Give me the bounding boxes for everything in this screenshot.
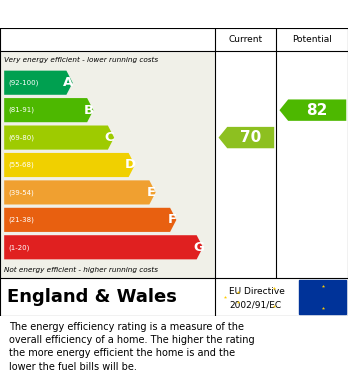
Polygon shape bbox=[4, 126, 114, 150]
Bar bbox=[299, 280, 346, 314]
Polygon shape bbox=[4, 153, 135, 177]
Text: 70: 70 bbox=[240, 130, 261, 145]
Text: (92-100): (92-100) bbox=[9, 79, 39, 86]
Polygon shape bbox=[4, 180, 156, 204]
Polygon shape bbox=[4, 98, 93, 122]
Text: Potential: Potential bbox=[292, 35, 332, 44]
Text: E: E bbox=[147, 186, 156, 199]
Bar bbox=[0, 28, 348, 51]
Text: (69-80): (69-80) bbox=[9, 135, 35, 141]
Text: D: D bbox=[125, 158, 136, 172]
Text: The energy efficiency rating is a measure of the
overall efficiency of a home. T: The energy efficiency rating is a measur… bbox=[9, 322, 254, 371]
Text: B: B bbox=[84, 104, 94, 117]
Text: Current: Current bbox=[228, 35, 263, 44]
Text: 82: 82 bbox=[307, 103, 328, 118]
Text: Very energy efficient - lower running costs: Very energy efficient - lower running co… bbox=[4, 57, 158, 63]
Polygon shape bbox=[279, 99, 346, 121]
Text: (21-38): (21-38) bbox=[9, 217, 34, 223]
Text: A: A bbox=[63, 76, 73, 89]
Text: 2002/91/EC: 2002/91/EC bbox=[229, 301, 281, 310]
Polygon shape bbox=[4, 71, 73, 95]
Text: (81-91): (81-91) bbox=[9, 107, 35, 113]
Text: C: C bbox=[105, 131, 114, 144]
Text: EU Directive: EU Directive bbox=[229, 287, 285, 296]
Bar bbox=[215, 28, 348, 278]
Text: G: G bbox=[193, 241, 204, 254]
Text: Not energy efficient - higher running costs: Not energy efficient - higher running co… bbox=[4, 266, 158, 273]
Text: F: F bbox=[167, 213, 176, 226]
Polygon shape bbox=[219, 127, 274, 148]
Text: (39-54): (39-54) bbox=[9, 189, 34, 196]
Text: Energy Efficiency Rating: Energy Efficiency Rating bbox=[9, 5, 238, 23]
Text: (55-68): (55-68) bbox=[9, 162, 34, 168]
Text: (1-20): (1-20) bbox=[9, 244, 30, 251]
Polygon shape bbox=[4, 208, 176, 232]
Text: England & Wales: England & Wales bbox=[7, 288, 177, 306]
Polygon shape bbox=[4, 235, 203, 259]
